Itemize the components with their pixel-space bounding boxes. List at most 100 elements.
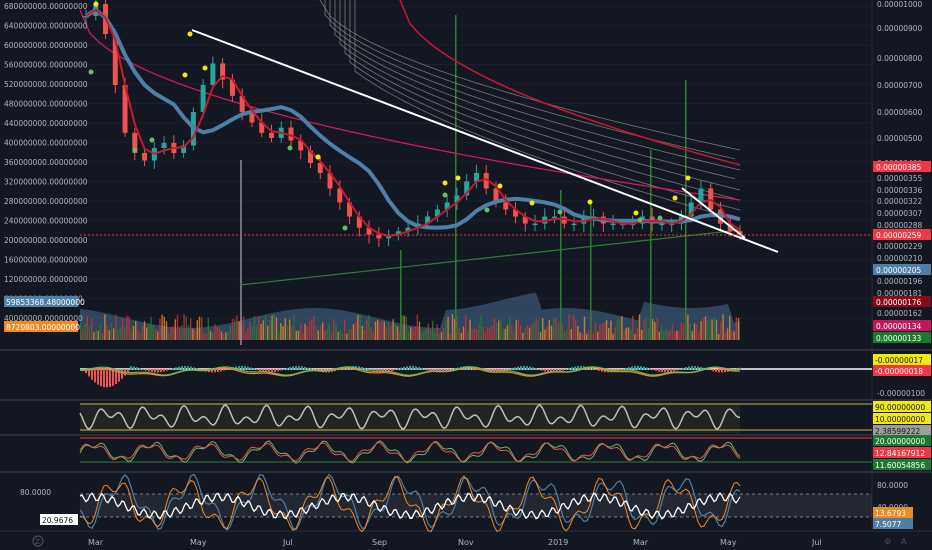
- candle-body: [473, 173, 479, 182]
- volume-bar: [550, 325, 553, 340]
- volume-bar: [225, 332, 227, 340]
- volume-bar: [678, 330, 680, 340]
- trendline[interactable]: [191, 29, 779, 253]
- right-value-tag: 0.00000205: [873, 264, 931, 275]
- volume-bar: [489, 327, 491, 340]
- macd-histogram-bar: [451, 369, 453, 370]
- signal-dot-yellow: [93, 1, 99, 7]
- volume-bar: [473, 327, 476, 340]
- macd-histogram-bar: [724, 369, 726, 373]
- volume-bar: [245, 332, 247, 340]
- volume-bar: [570, 329, 572, 340]
- macd-histogram-bar: [694, 366, 696, 370]
- volume-bar: [689, 323, 691, 340]
- macd-histogram-bar: [691, 366, 693, 370]
- volume-bar: [456, 315, 458, 340]
- macd-histogram-bar: [523, 366, 525, 370]
- volume-bar: [647, 328, 649, 340]
- signal-dot-yellow: [529, 200, 535, 206]
- volume-bar: [267, 325, 269, 340]
- signal-markers: [88, 1, 691, 231]
- volume-bar: [319, 325, 322, 340]
- volume-bar: [278, 332, 280, 340]
- right-tick-label: 0.00000229: [877, 242, 923, 251]
- macd-histogram-bar: [517, 366, 519, 370]
- macd-histogram-bar: [112, 369, 114, 386]
- macd-histogram-bar: [547, 369, 549, 373]
- macd-histogram-bar: [577, 366, 579, 370]
- candle-body: [659, 223, 665, 226]
- moving-average-red: [85, 8, 741, 237]
- osc-white-line: [79, 492, 741, 520]
- volume-bar: [443, 327, 445, 340]
- volume-bar: [636, 327, 638, 340]
- volume-bar: [665, 328, 667, 340]
- candle-body: [464, 181, 470, 196]
- signal-dot-green: [88, 69, 94, 75]
- macd-histogram-bar: [397, 368, 399, 370]
- macd-histogram-bar: [535, 368, 537, 370]
- volume-bar: [337, 331, 339, 340]
- volume-bar: [445, 320, 447, 340]
- svg-text:0.00000385: 0.00000385: [876, 163, 922, 172]
- macd-histogram-bar: [136, 367, 138, 370]
- volume-bar: [722, 314, 724, 340]
- volume-bar: [610, 320, 612, 340]
- volume-bar: [691, 331, 693, 340]
- signal-dot-yellow: [315, 154, 321, 160]
- volume-bar: [634, 333, 636, 340]
- volume-bar: [548, 320, 550, 340]
- volume-bar: [436, 324, 438, 340]
- band-line: [329, 0, 741, 171]
- signal-dot-green: [657, 215, 663, 221]
- volume-bar: [390, 326, 392, 340]
- macd-histogram-bar: [193, 367, 195, 370]
- volume-bar: [407, 332, 410, 340]
- volume-bar: [601, 324, 603, 340]
- candle-body: [571, 223, 577, 226]
- indicator-value-tag: 10.00000000: [873, 413, 931, 424]
- auto-scale-icon[interactable]: A: [901, 537, 907, 546]
- volume-bar: [709, 318, 711, 340]
- time-axis-label: Mar: [88, 538, 104, 547]
- volume-bar: [284, 318, 286, 340]
- macd-histogram-bar: [115, 369, 117, 385]
- right-tick-label: 0.00000181: [877, 289, 923, 298]
- macd-histogram-bar: [526, 366, 528, 370]
- volume-bar: [341, 333, 344, 340]
- volume-bar: [152, 325, 154, 340]
- trendline-short[interactable]: [681, 187, 746, 239]
- left-tick-label: 680000000.00000000: [4, 2, 88, 11]
- volume-bar: [733, 331, 735, 340]
- signal-dot-yellow: [182, 72, 188, 78]
- tradingview-logo-icon[interactable]: Z: [32, 535, 44, 547]
- time-axis[interactable]: Mar May Jul Sep Nov 2019 Mar May Jul: [88, 538, 822, 547]
- right-tick-label: 0.00000288: [877, 221, 923, 230]
- volume-bar: [361, 325, 363, 340]
- volume-bar: [355, 321, 357, 340]
- macd-histogram-bar: [508, 369, 510, 370]
- macd-histogram-bar: [538, 369, 540, 370]
- svg-text:-0.00000018: -0.00000018: [875, 367, 923, 376]
- rsi-gray-line: [79, 404, 740, 430]
- settings-icon[interactable]: ⚙: [884, 537, 891, 546]
- volume-bar: [238, 321, 240, 340]
- volume-bar: [119, 327, 121, 340]
- svg-text:13.6793: 13.6793: [875, 509, 906, 518]
- right-tick-label: 0.00000322: [877, 197, 923, 206]
- macd-histogram-bar: [373, 369, 375, 372]
- candle-body: [181, 145, 187, 153]
- left-tick-label: 200000000.00000000: [4, 236, 88, 245]
- macd-histogram-bar: [631, 366, 633, 370]
- volume-bar: [421, 332, 423, 340]
- volume-bar: [726, 328, 729, 340]
- volume-bar: [605, 320, 608, 340]
- macd-histogram-bar: [721, 369, 723, 373]
- volume-bar: [280, 322, 282, 340]
- volume-bar: [146, 327, 148, 340]
- candle-body: [483, 173, 489, 189]
- macd-histogram-bar: [235, 366, 237, 370]
- candle-body: [698, 188, 704, 203]
- volume-bar: [328, 323, 330, 340]
